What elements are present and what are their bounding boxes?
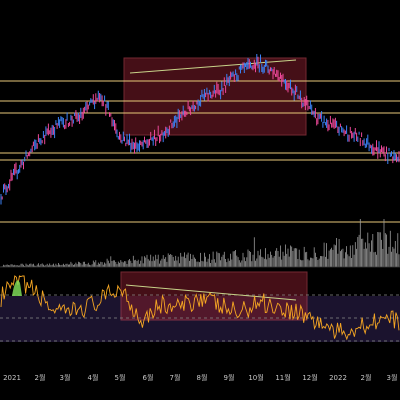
x-tick-label: 3월 — [60, 373, 71, 382]
x-axis: 2021 2월 3월 4월 5월 6월 7월 8월 9월 10월 11월 12월 2022 2월 3월 — [3, 373, 397, 382]
x-tick-label: 4월 — [88, 373, 99, 382]
oscillator-trendline — [125, 284, 297, 301]
oscillator-zone — [120, 271, 308, 321]
x-tick-label: 11월 — [275, 373, 290, 382]
x-tick-label: 2월 — [361, 373, 372, 382]
x-tick-label: 5월 — [115, 373, 126, 382]
oscillator-overbought-fill — [12, 280, 22, 296]
price-zone — [123, 57, 307, 136]
x-tick-label: 3월 — [387, 373, 398, 382]
x-tick-label: 2022 — [329, 374, 347, 382]
x-tick-label: 2021 — [3, 374, 21, 382]
x-tick-label: 7월 — [170, 373, 181, 382]
price-trendline — [129, 59, 297, 74]
x-tick-label: 10월 — [248, 373, 263, 382]
oscillator-series — [0, 275, 400, 341]
price-series — [0, 54, 400, 205]
volume-bars — [0, 219, 400, 267]
x-tick-label: 2월 — [35, 373, 46, 382]
x-tick-label: 8월 — [197, 373, 208, 382]
x-tick-label: 12월 — [302, 373, 317, 382]
oscillator-line — [0, 275, 400, 341]
x-tick-label: 6월 — [143, 373, 154, 382]
x-tick-label: 9월 — [224, 373, 235, 382]
